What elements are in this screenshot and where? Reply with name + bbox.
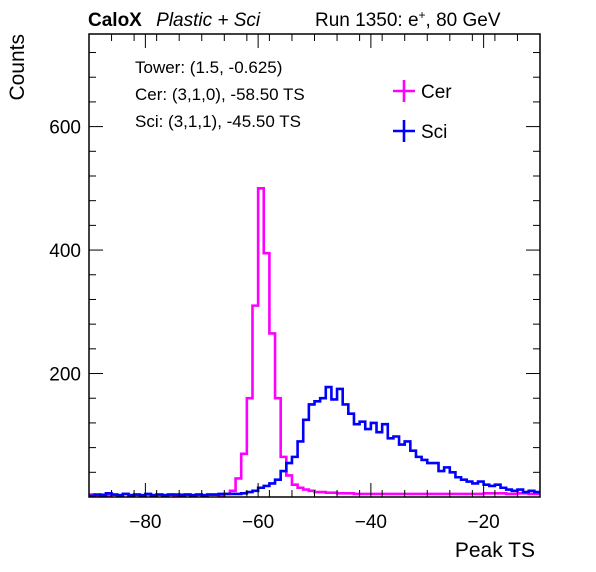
- y-tick-label: 400: [49, 241, 81, 262]
- histogram-layer: [89, 187, 540, 498]
- info-cer: Cer: (3,1,0), -58.50 TS: [135, 85, 305, 104]
- info-sci: Sci: (3,1,1), -45.50 TS: [135, 112, 301, 131]
- run-superscript: +: [419, 8, 426, 22]
- detector-name: Plastic + Sci: [156, 10, 261, 31]
- info-box: [120, 50, 402, 142]
- y-tick-label: 200: [49, 365, 81, 386]
- plot-frame: [88, 33, 541, 498]
- run-label: Run 1350: e+, 80 GeV: [315, 8, 501, 31]
- legend-label: Sci: [421, 122, 447, 143]
- y-tick-label: 600: [49, 118, 81, 139]
- x-tick-label: −80: [129, 512, 161, 533]
- run-text: Run 1350: e: [315, 10, 419, 31]
- legend: Cer Sci: [393, 80, 452, 143]
- legend-label: Cer: [421, 82, 452, 103]
- info-tower: Tower: (1.5, -0.625): [135, 58, 282, 77]
- tick-layer: −80 −60 −40 −20 200 400 600: [49, 34, 541, 533]
- x-tick-label: −60: [242, 512, 274, 533]
- legend-entry-sci: Sci: [393, 120, 447, 143]
- run-suffix: , 80 GeV: [426, 10, 501, 31]
- plot-area: −80 −60 −40 −20 200 400 600: [49, 33, 541, 533]
- x-tick-label: −40: [355, 512, 387, 533]
- legend-entry-cer: Cer: [393, 80, 452, 103]
- histogram-cer: [89, 187, 540, 497]
- chart-header: CaloX Plastic + Sci: [88, 10, 261, 31]
- x-axis-label: Peak TS: [455, 539, 535, 562]
- histogram-sci: [89, 385, 540, 498]
- x-tick-label: −20: [468, 512, 500, 533]
- y-axis-label: Counts: [6, 34, 29, 101]
- experiment-name: CaloX: [88, 10, 142, 31]
